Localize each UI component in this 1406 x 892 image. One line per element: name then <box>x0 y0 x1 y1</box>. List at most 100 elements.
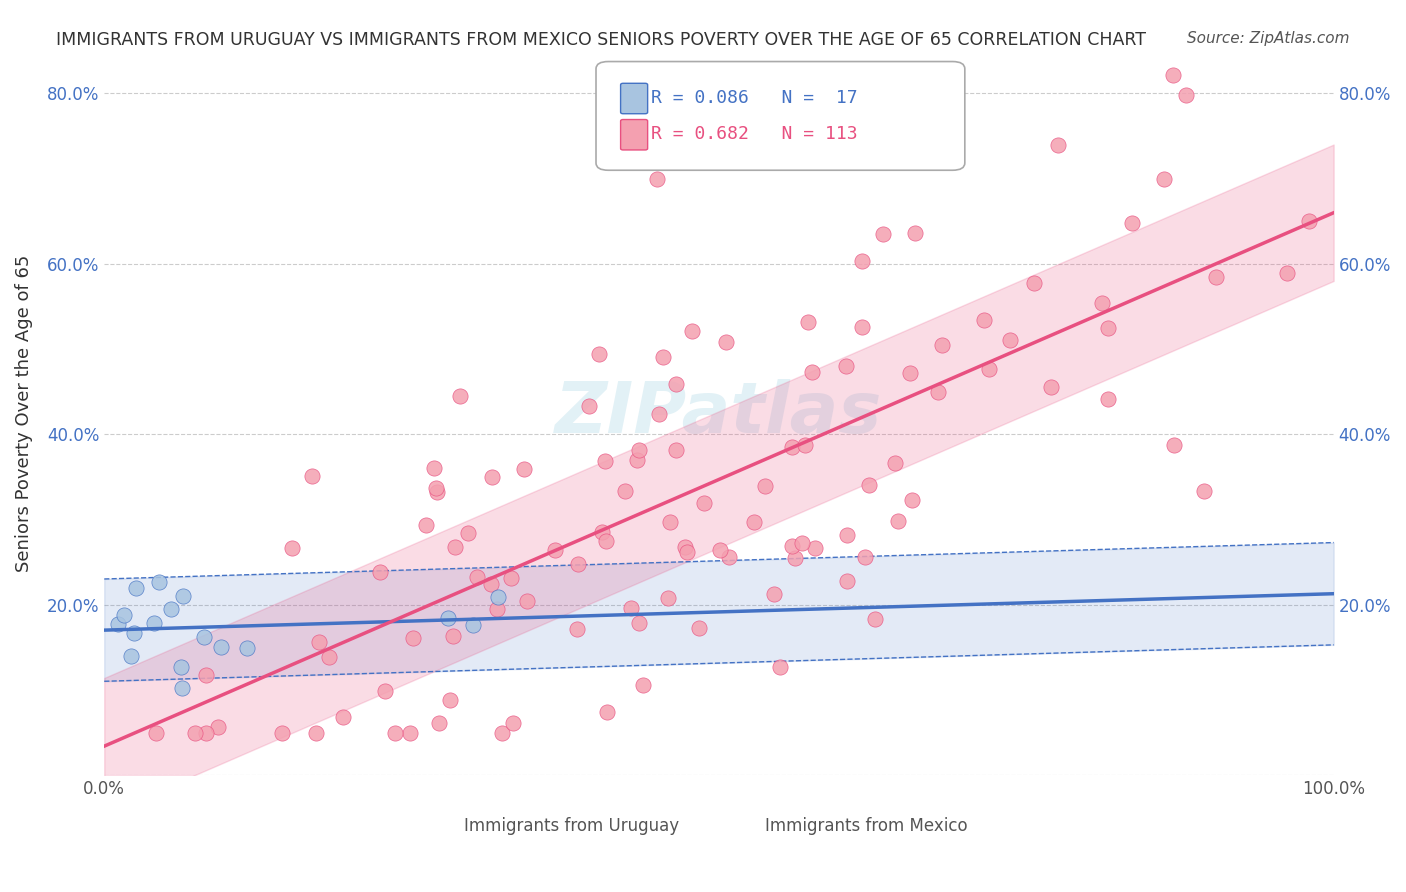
Text: Immigrants from Uruguay: Immigrants from Uruguay <box>464 817 679 835</box>
Point <box>769 660 792 674</box>
Point <box>596 705 619 719</box>
FancyBboxPatch shape <box>596 62 965 170</box>
Point <box>491 725 513 739</box>
Point <box>207 720 229 734</box>
Point <box>835 359 858 373</box>
Point <box>658 516 681 530</box>
Point <box>973 313 995 327</box>
Point <box>631 678 654 692</box>
Point <box>681 324 703 338</box>
Point <box>439 693 461 707</box>
Point <box>443 540 465 554</box>
Point <box>628 442 651 457</box>
Point <box>502 716 524 731</box>
Point <box>441 629 464 643</box>
Point <box>461 618 484 632</box>
Point <box>1097 392 1119 407</box>
Point <box>1192 483 1215 498</box>
Point <box>804 541 827 555</box>
Point <box>1024 276 1046 290</box>
Point <box>714 334 737 349</box>
Point <box>626 452 648 467</box>
Point <box>1161 68 1184 82</box>
Point <box>1046 137 1069 152</box>
Point <box>801 365 824 379</box>
Point <box>427 716 450 731</box>
Point <box>977 361 1000 376</box>
Point <box>717 550 740 565</box>
Point <box>148 574 170 589</box>
Point <box>160 601 183 615</box>
Point <box>125 581 148 595</box>
Point <box>675 545 697 559</box>
Point <box>900 492 922 507</box>
Point <box>1275 266 1298 280</box>
Point <box>512 461 534 475</box>
Point <box>384 725 406 739</box>
Point <box>544 542 567 557</box>
Point <box>785 550 807 565</box>
Point <box>1205 270 1227 285</box>
Point <box>593 454 616 468</box>
Point <box>368 565 391 579</box>
Point <box>754 478 776 492</box>
Point <box>931 338 953 352</box>
Point <box>1298 214 1320 228</box>
Point <box>835 527 858 541</box>
Point <box>858 478 880 492</box>
Point <box>172 589 194 603</box>
Point <box>170 660 193 674</box>
Point <box>301 468 323 483</box>
Point <box>449 389 471 403</box>
Point <box>780 440 803 454</box>
Point <box>688 621 710 635</box>
Point <box>516 594 538 608</box>
Point <box>903 227 925 241</box>
Point <box>614 484 637 499</box>
Point <box>271 725 294 739</box>
Point <box>652 350 675 364</box>
Point <box>591 525 613 540</box>
Point <box>120 649 142 664</box>
Point <box>145 725 167 739</box>
Point <box>794 437 817 451</box>
Point <box>887 514 910 528</box>
Point <box>318 650 340 665</box>
Point <box>1097 321 1119 335</box>
Point <box>647 407 669 421</box>
Text: Immigrants from Mexico: Immigrants from Mexico <box>765 817 967 835</box>
Text: Source: ZipAtlas.com: Source: ZipAtlas.com <box>1187 31 1350 46</box>
Point <box>501 571 523 585</box>
Point <box>709 543 731 558</box>
Point <box>425 484 447 499</box>
Point <box>565 622 588 636</box>
Point <box>332 709 354 723</box>
Point <box>280 541 302 556</box>
Point <box>1163 437 1185 451</box>
Point <box>1039 379 1062 393</box>
FancyBboxPatch shape <box>433 814 461 838</box>
Point <box>425 481 447 495</box>
Point <box>465 570 488 584</box>
Point <box>853 549 876 564</box>
Point <box>142 615 165 630</box>
Point <box>304 725 326 739</box>
Point <box>883 456 905 470</box>
Point <box>567 557 589 571</box>
Point <box>742 516 765 530</box>
Point <box>209 640 232 654</box>
Point <box>1090 296 1112 310</box>
Point <box>837 574 859 588</box>
Point <box>194 725 217 739</box>
Point <box>402 631 425 645</box>
Point <box>588 347 610 361</box>
Point <box>863 612 886 626</box>
Point <box>423 460 446 475</box>
Point <box>664 442 686 457</box>
Point <box>107 616 129 631</box>
Point <box>236 640 259 655</box>
Point <box>122 626 145 640</box>
Point <box>763 586 786 600</box>
Point <box>486 602 509 616</box>
Point <box>457 525 479 540</box>
